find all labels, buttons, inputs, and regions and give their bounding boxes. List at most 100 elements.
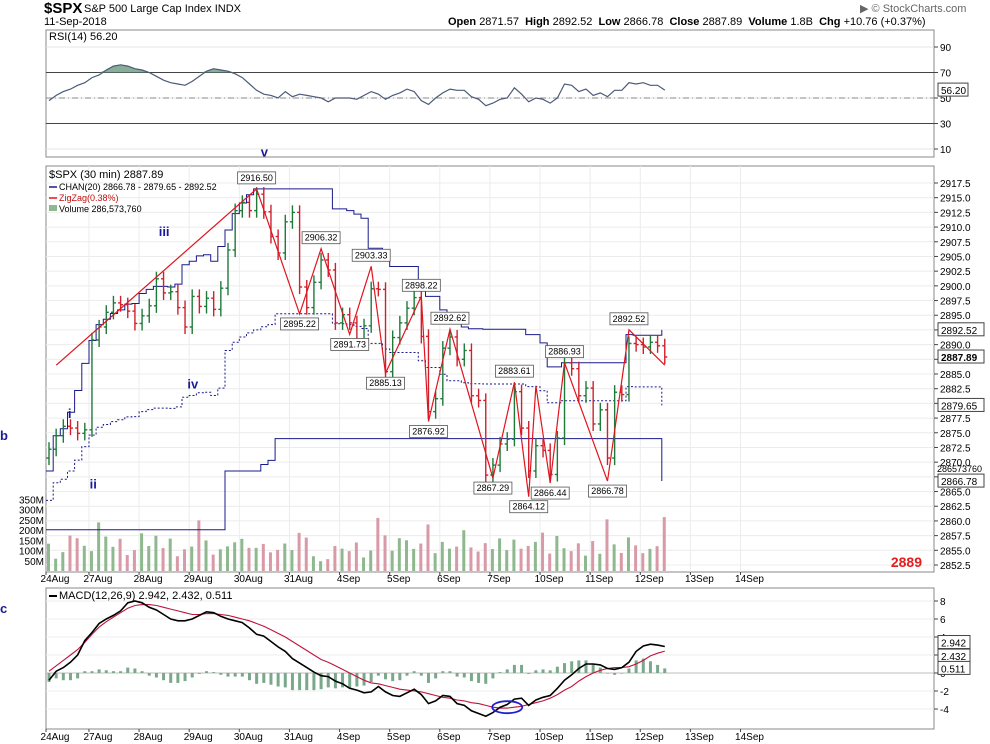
- macd-tick-label: 8: [940, 597, 946, 608]
- x-axis-upper: 24Aug 27Aug 28Aug 29Aug 30Aug 31Aug 4Sep 5Sep 6S…: [41, 572, 764, 585]
- volume-bar: [68, 535, 72, 571]
- volume-bar: [584, 555, 587, 571]
- volume-bar: [383, 535, 387, 571]
- volume-bar: [75, 538, 79, 571]
- x-axis-label: 6Sep: [437, 574, 461, 585]
- volume-bar: [483, 543, 487, 571]
- macd-hist-bar: [305, 673, 309, 691]
- macd-hist-bar: [326, 673, 330, 688]
- macd-hist-bar: [369, 673, 373, 682]
- price-panel: 2916.50 2895.22 2906.32 2891.73 2903.33 2885.…: [0, 145, 985, 616]
- volume-bar: [132, 550, 136, 571]
- volume-bar: [591, 541, 595, 571]
- high-label: High: [525, 16, 550, 28]
- x-axis-label: 13Sep: [685, 574, 714, 585]
- macd-hist-bar: [541, 669, 545, 673]
- zigzag-label: 2892.62: [434, 313, 467, 323]
- volume-bar: [147, 545, 151, 571]
- rsi-tick-label: 30: [940, 120, 952, 131]
- macd-hist-bar: [570, 661, 574, 673]
- macd-hist-bar: [140, 671, 144, 673]
- x-axis-label: 6Sep: [437, 732, 461, 743]
- x-axis-label: 31Aug: [284, 574, 313, 585]
- x-axis-label: 12Sep: [635, 732, 664, 743]
- x-axis-label: 27Aug: [83, 732, 112, 743]
- volume-bar: [175, 556, 179, 571]
- volume-bar: [240, 538, 244, 571]
- macd-hist-bar: [290, 673, 294, 691]
- price-right-box-label: 2866.78: [941, 477, 978, 488]
- volume-right-label: 286573760: [937, 464, 982, 474]
- price-legend-zigzag: ZigZag(0.38%): [59, 193, 119, 203]
- price-axis: 2917.5 2915.0 2912.5 2910.0 2907.5 2905.0 2902…: [934, 179, 971, 572]
- wave-label: i: [68, 406, 72, 421]
- zigzag-label: 2886.93: [548, 347, 581, 357]
- high-value: 2892.52: [552, 16, 593, 28]
- volume-bar: [190, 546, 194, 571]
- price-right-box: [937, 473, 985, 488]
- zigzag-label-box: [545, 345, 584, 359]
- volume-bar: [390, 550, 394, 571]
- macd-hist-bar: [341, 673, 345, 688]
- zigzag-label: 2892.52: [613, 314, 646, 324]
- close-label: Close: [669, 16, 700, 28]
- volume-bar: [326, 559, 330, 571]
- macd-hist-bar: [512, 664, 516, 673]
- x-axis-label: 29Aug: [184, 574, 213, 585]
- volume-value: 1.8B: [790, 16, 813, 28]
- macd-hist-bar: [462, 673, 466, 678]
- price-legend-volume: Volume 286,573,760: [59, 204, 142, 214]
- macd-right-box: [937, 635, 971, 650]
- macd-hist-bar: [656, 664, 660, 673]
- volume-bar: [541, 532, 545, 571]
- x-axis-label: 28Aug: [134, 732, 163, 743]
- macd-hist-bar: [455, 673, 459, 677]
- zigzag-label-box: [588, 484, 627, 498]
- rsi-tick-label: 90: [940, 43, 952, 54]
- volume-bar: [655, 546, 659, 571]
- macd-hist-bar: [212, 672, 216, 673]
- price-tick-label: 2857.5: [940, 532, 971, 543]
- macd-hist-bar: [176, 673, 180, 683]
- volume-bar: [433, 553, 437, 571]
- macd-hist-bar: [283, 673, 287, 688]
- macd-right-box-label: 2.432: [941, 652, 966, 663]
- zigzag-label-box: [473, 481, 513, 495]
- macd-hist-bar: [233, 673, 237, 677]
- price-tick-label: 2852.5: [940, 561, 971, 572]
- x-axis-label: 5Sep: [387, 574, 411, 585]
- macd-hist-bar: [505, 669, 509, 673]
- price-tick-label: 2862.5: [940, 502, 971, 513]
- volume-bar: [197, 520, 201, 571]
- macd-hist-bar: [76, 673, 80, 679]
- zigzag-label: 2866.44: [534, 488, 567, 498]
- volume-bar: [490, 549, 494, 571]
- macd-right-box-label: 0.511: [941, 664, 966, 675]
- macd-hist-bar: [469, 673, 473, 682]
- macd-hist-bar: [355, 673, 359, 687]
- legend-volume-swatch: [49, 205, 57, 211]
- rsi-current-box: [937, 82, 969, 97]
- macd-hist-bar: [147, 673, 151, 676]
- macd-hist-bar: [534, 670, 538, 673]
- zigzag-labels: 2916.50 2895.22 2906.32 2891.73 2903.33 2885.…: [237, 171, 649, 514]
- x-axis-label: 13Sep: [685, 732, 714, 743]
- macd-hist-bar: [563, 663, 567, 673]
- price-tick-label: 2877.5: [940, 414, 971, 425]
- low-value: 2866.78: [623, 16, 664, 28]
- macd-hist-bar: [162, 673, 166, 681]
- macd-signal-line: [48, 604, 665, 709]
- rsi-panel: 90 70 50 30 10 56.20 RSI(14) 56.20: [45, 29, 969, 158]
- macd-hist-bar: [627, 668, 631, 673]
- volume-bar: [562, 548, 566, 571]
- volume-bar: [61, 552, 65, 571]
- stockcharts-logo[interactable]: ▶ © StockCharts.com: [860, 2, 966, 15]
- volume-bar: [612, 544, 616, 571]
- x-axis-label: 27Aug: [83, 574, 112, 585]
- volume-bar: [455, 546, 459, 571]
- x-axis-label: 7Sep: [487, 574, 511, 585]
- open-value: 2871.57: [479, 16, 519, 28]
- big-price-label: 2889: [891, 554, 922, 570]
- volume-tick-label: 300M: [19, 506, 44, 517]
